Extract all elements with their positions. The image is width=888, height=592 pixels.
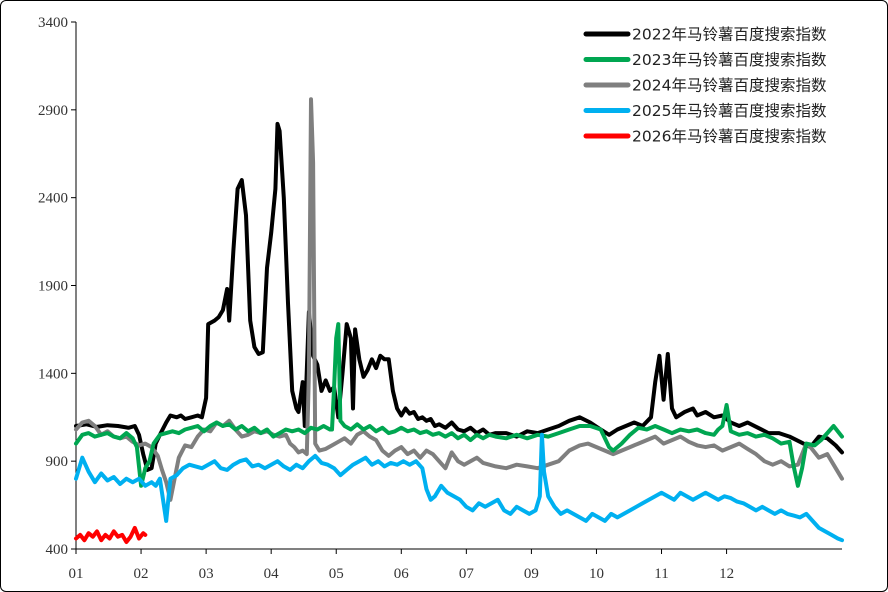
x-tick-label: 04 [264,566,280,582]
series-line-2024 [74,97,844,502]
legend-label-2022: 2022年马铃薯百度搜索指数 [632,26,827,44]
y-tick-label: 900 [46,454,69,470]
series-line-2025 [74,432,844,543]
chart-series [74,97,844,544]
x-tick-label: 10 [589,566,604,582]
x-tick-label: 12 [719,566,734,582]
y-tick-label: 1900 [38,279,68,295]
x-tick-label: 02 [134,566,149,582]
x-tick-label: 01 [69,566,84,582]
chart-legend: 2022年马铃薯百度搜索指数 2023年马铃薯百度搜索指数 2024年马铃薯百度搜索… [583,26,827,146]
x-tick-label: 03 [199,566,214,582]
x-tick-label: 05 [329,566,344,582]
x-tick-label: 06 [394,566,410,582]
x-tick-label: 09 [524,566,539,582]
y-tick-label: 2400 [38,191,68,207]
y-tick-label: 400 [46,542,69,558]
legend-label-2026: 2026年马铃薯百度搜索指数 [632,128,827,146]
y-tick-label: 1400 [38,366,68,382]
x-tick-label: 11 [654,566,668,582]
x-tick-label: 07 [459,566,475,582]
y-tick-label: 2900 [38,103,68,119]
series-line-2022 [74,121,844,472]
series-line-2026 [74,525,148,544]
legend-label-2023: 2023年马铃薯百度搜索指数 [632,51,827,69]
series-line-2023 [74,322,844,488]
y-tick-label: 3400 [38,15,68,31]
chart-axes: 400 900 1400 1900 2400 2900 3400 01 02 03 04 05 06 07… [38,15,842,582]
legend-label-2025: 2025年马铃薯百度搜索指数 [632,102,827,120]
legend-label-2024: 2024年马铃薯百度搜索指数 [632,77,827,95]
